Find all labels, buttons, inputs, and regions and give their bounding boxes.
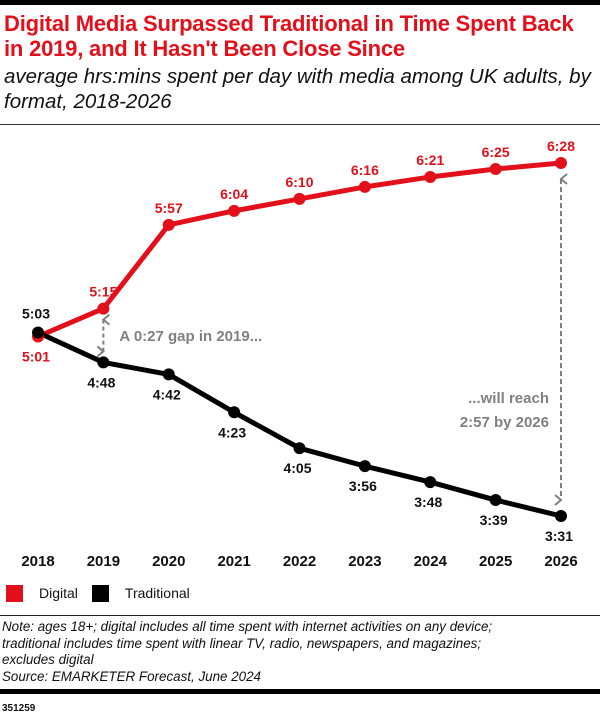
data-label-traditional-2022: 4:05: [283, 460, 311, 476]
legend-label-digital: Digital: [39, 585, 78, 601]
data-label-digital-2018: 5:01: [22, 349, 50, 365]
data-label-traditional-2020: 4:42: [153, 386, 181, 402]
x-tick-label-2019: 2019: [87, 553, 120, 570]
data-label-digital-2021: 6:04: [220, 186, 248, 202]
chart-title: Digital Media Surpassed Traditional in T…: [4, 11, 574, 61]
data-point-digital-2023: [358, 180, 371, 193]
data-label-digital-2020: 5:57: [155, 200, 183, 216]
source-line: Source: EMARKETER Forecast, June 2024: [2, 668, 261, 684]
data-point-digital-2019: [97, 302, 110, 315]
data-point-digital-2025: [489, 162, 502, 175]
footnote: Note: ages 18+; digital includes all tim…: [2, 619, 598, 685]
x-tick-label-2024: 2024: [414, 553, 448, 570]
data-point-traditional-2018: [32, 326, 44, 339]
data-label-traditional-2024: 3:48: [414, 494, 442, 510]
data-point-traditional-2021: [228, 406, 241, 419]
x-tick-label-2021: 2021: [217, 553, 250, 570]
data-point-traditional-2026: [555, 510, 567, 522]
data-label-traditional-2021: 4:23: [218, 424, 246, 440]
data-label-traditional-2023: 3:56: [349, 478, 377, 494]
x-tick-label-2025: 2025: [479, 553, 512, 570]
x-tick-label-2026: 2026: [544, 553, 577, 570]
annotation-gap-2019: A 0:27 gap in 2019...: [119, 328, 262, 345]
data-point-traditional-2019: [97, 356, 110, 369]
data-point-traditional-2023: [358, 460, 371, 473]
data-label-traditional-2018: 5:03: [22, 306, 50, 322]
legend: Digital Traditional: [6, 583, 204, 603]
data-point-traditional-2022: [293, 442, 306, 455]
data-label-digital-2025: 6:25: [482, 144, 510, 160]
x-tick-label-2023: 2023: [348, 553, 381, 570]
x-tick-label-2022: 2022: [283, 553, 316, 570]
data-point-digital-2026: [555, 157, 567, 169]
line-chart: A 0:27 gap in 2019... ...will reach 2:57 b…: [21, 138, 577, 570]
data-point-traditional-2024: [424, 476, 437, 489]
data-point-traditional-2025: [489, 494, 502, 507]
data-point-traditional-2020: [162, 368, 175, 381]
x-tick-label-2020: 2020: [152, 553, 185, 570]
legend-divider: [0, 615, 600, 616]
data-label-traditional-2019: 4:48: [87, 374, 115, 390]
data-label-digital-2026: 6:28: [547, 138, 575, 154]
note-line: traditional includes time spent with lin…: [2, 635, 482, 651]
chart-subtitle: average hrs:mins spent per day with medi…: [4, 65, 591, 113]
data-point-digital-2020: [162, 218, 175, 231]
data-label-digital-2024: 6:21: [416, 152, 444, 168]
legend-swatch-digital: [6, 584, 23, 602]
data-label-traditional-2025: 3:39: [480, 512, 508, 528]
note-line: Note: ages 18+; digital includes all tim…: [2, 619, 493, 634]
data-label-digital-2022: 6:10: [285, 174, 313, 190]
subtitle-divider: [0, 124, 600, 125]
data-label-digital-2019: 5:15: [89, 284, 117, 300]
data-point-digital-2024: [424, 170, 437, 183]
bottom-rule: [0, 689, 600, 694]
top-rule: [0, 0, 600, 5]
annotation-gap-2026-line: ...will reach: [468, 390, 549, 407]
x-tick-label-2018: 2018: [21, 553, 54, 570]
annotation-gap-2026-line: 2:57 by 2026: [460, 414, 549, 431]
legend-swatch-traditional: [91, 584, 109, 602]
data-point-digital-2022: [293, 192, 306, 205]
data-label-digital-2023: 6:16: [351, 162, 379, 178]
note-line: excludes digital: [2, 652, 94, 667]
chart-id: 351259: [2, 703, 36, 714]
legend-label-traditional: Traditional: [124, 585, 190, 601]
data-label-traditional-2026: 3:31: [545, 528, 573, 544]
data-point-digital-2021: [228, 204, 241, 217]
